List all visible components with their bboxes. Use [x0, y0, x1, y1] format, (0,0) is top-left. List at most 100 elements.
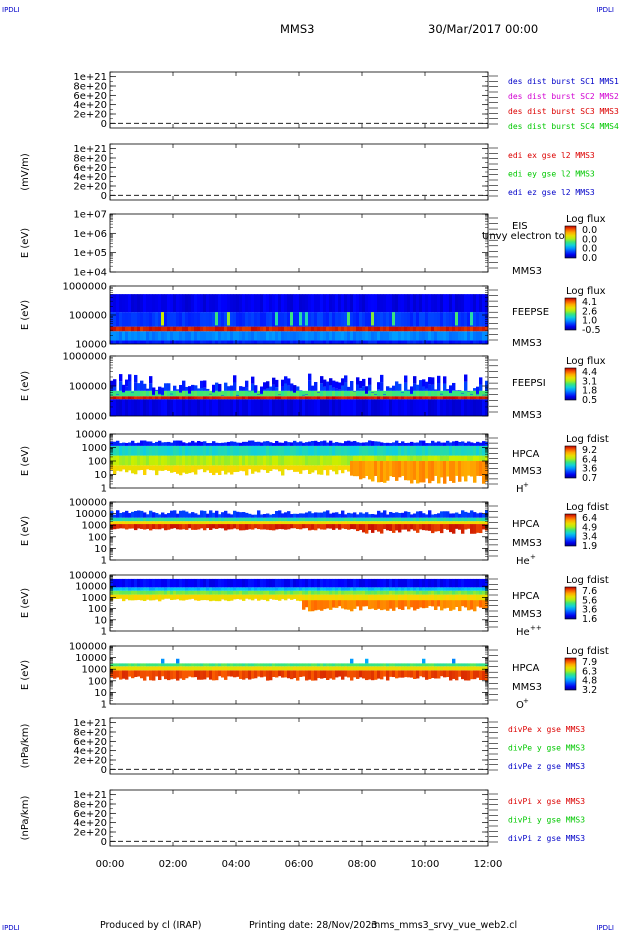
heatmap-cell: [173, 578, 177, 588]
heatmap-cell: [473, 399, 477, 416]
heatmap-cell: [458, 524, 462, 530]
heatmap-cell: [371, 331, 375, 341]
heatmap-cell: [290, 390, 294, 397]
heatmap-cell: [308, 441, 312, 446]
heatmap-cell: [476, 393, 480, 395]
heatmap-cell: [245, 445, 249, 456]
heatmap-cell: [431, 521, 435, 525]
heatmap-cell: [290, 514, 294, 518]
colorbar-tick-label: 0.0: [582, 234, 597, 245]
heatmap-cell: [113, 326, 117, 332]
heatmap-cell: [176, 326, 180, 332]
heatmap-cell: [365, 578, 369, 588]
corner-label-br: IPDLI: [596, 924, 614, 932]
heatmap-cell: [308, 445, 312, 456]
heatmap-cell: [257, 578, 261, 588]
heatmap-cell: [212, 399, 216, 416]
heatmap-cell: [470, 399, 474, 416]
heatmap-cell: [113, 517, 117, 522]
heatmap-cell: [131, 521, 135, 525]
heatmap-cell: [110, 666, 114, 671]
heatmap-cell: [320, 445, 324, 456]
heatmap-cell: [341, 445, 345, 456]
heatmap-cell: [371, 340, 375, 344]
heatmap-cell: [446, 461, 450, 477]
heatmap-cell: [449, 517, 453, 522]
heatmap-cell: [116, 312, 120, 327]
heatmap-cell: [269, 455, 273, 466]
heatmap-cell: [461, 445, 465, 456]
heatmap-cell: [419, 380, 423, 391]
heatmap-cell: [119, 455, 123, 466]
heatmap-cell: [131, 517, 135, 522]
heatmap-cell: [203, 524, 207, 531]
heatmap-cell: [233, 445, 237, 456]
heatmap-cell: [353, 461, 357, 477]
heatmap-cell: [422, 658, 426, 664]
heatmap-cell: [440, 442, 444, 446]
heatmap-cell: [188, 386, 192, 394]
heatmap-cell: [263, 294, 267, 313]
heatmap-cell: [374, 455, 378, 466]
heatmap-cell: [395, 666, 399, 671]
heatmap-cell: [164, 331, 168, 341]
heatmap-cell: [479, 461, 483, 477]
heatmap-cell: [152, 396, 156, 400]
heatmap-cell: [248, 312, 252, 327]
heatmap-cell: [386, 514, 390, 518]
heatmap-cell: [401, 670, 405, 678]
heatmap-cell: [308, 455, 312, 466]
heatmap-cell: [365, 396, 369, 400]
heatmap-cell: [422, 590, 426, 595]
heatmap-cell: [317, 455, 321, 466]
heatmap-cell: [320, 331, 324, 341]
heatmap-cell: [209, 578, 213, 588]
heatmap-cell: [182, 666, 186, 671]
heatmap-cell: [359, 442, 363, 446]
heatmap-cell: [347, 445, 351, 456]
heatmap-cell: [395, 440, 399, 446]
heatmap-cell: [476, 331, 480, 341]
heatmap-cell: [161, 396, 165, 400]
ytick-label: 100000: [69, 382, 107, 393]
heatmap-cell: [326, 517, 330, 522]
heatmap-cell: [149, 587, 153, 591]
heatmap-cell: [323, 312, 327, 327]
heatmap-cell: [461, 294, 465, 313]
colorbar-tick-label: 3.4: [582, 532, 597, 543]
heatmap-cell: [302, 294, 306, 313]
heatmap-cell: [251, 663, 255, 667]
ytick-label: 100000: [69, 571, 107, 582]
heatmap-cell: [272, 455, 276, 466]
heatmap-cell: [413, 312, 417, 327]
heatmap-cell: [320, 524, 324, 530]
heatmap-cell: [479, 521, 483, 525]
heatmap-cell: [473, 663, 477, 667]
heatmap-cell: [281, 666, 285, 671]
heatmap-cell: [464, 578, 468, 588]
heatmap-cell: [353, 440, 357, 446]
ytick-label: 1e+21: [73, 72, 107, 83]
heatmap-cell: [179, 399, 183, 416]
heatmap-cell: [149, 441, 153, 446]
heatmap-cell: [395, 396, 399, 400]
heatmap-cell: [272, 513, 276, 518]
heatmap-cell: [173, 340, 177, 344]
heatmap-cell: [416, 340, 420, 344]
heatmap-cell: [263, 594, 267, 600]
heatmap-cell: [206, 399, 210, 416]
heatmap-cell: [188, 340, 192, 344]
heatmap-cell: [209, 340, 213, 344]
heatmap-cell: [437, 340, 441, 344]
heatmap-cell: [296, 663, 300, 667]
heatmap-cell: [311, 385, 315, 391]
heatmap-cell: [200, 312, 204, 327]
heatmap-cell: [113, 386, 117, 391]
heatmap-cell: [353, 390, 357, 392]
heatmap-cell: [386, 294, 390, 313]
heatmap-cell: [404, 445, 408, 456]
ylabel: E (eV): [20, 446, 31, 476]
heatmap-cell: [254, 663, 258, 667]
heatmap-cell: [326, 521, 330, 525]
heatmap-cell: [419, 600, 423, 608]
